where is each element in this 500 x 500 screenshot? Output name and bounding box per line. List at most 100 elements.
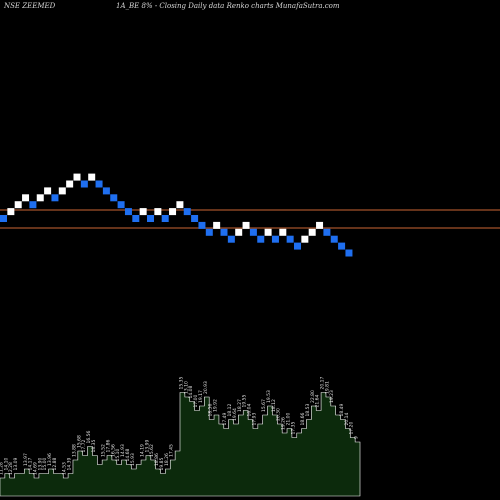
volume-label: 19.26 bbox=[281, 417, 287, 430]
renko-brick-down bbox=[147, 215, 154, 222]
renko-brick-down bbox=[338, 242, 346, 250]
volume-label: 13.90 bbox=[37, 457, 43, 470]
volume-label: 14.17 bbox=[28, 457, 34, 470]
volume-label: 16.56 bbox=[86, 430, 92, 443]
renko-brick-down bbox=[132, 215, 140, 222]
renko-brick-down bbox=[124, 208, 132, 216]
renko-brick-down bbox=[249, 228, 257, 236]
renko-brick-up bbox=[66, 180, 74, 188]
volume-label: 18.27 bbox=[237, 399, 243, 412]
volume-label: 19.23 bbox=[329, 390, 335, 403]
renko-brick-up bbox=[73, 173, 81, 181]
renko-brick-down bbox=[205, 228, 213, 236]
volume-label: 22.80 bbox=[310, 390, 316, 403]
renko-brick-up bbox=[235, 228, 243, 236]
volume-label: 14.10 bbox=[3, 457, 9, 470]
renko-bricks bbox=[0, 173, 353, 257]
volume-label: 13.09 bbox=[13, 457, 19, 470]
renko-brick-up bbox=[316, 221, 324, 229]
volume-label: 18.66 bbox=[300, 412, 306, 425]
volume-label: 18.86 bbox=[154, 453, 160, 466]
renko-brick-up bbox=[44, 187, 52, 195]
renko-brick-up bbox=[58, 187, 66, 195]
renko-brick-down bbox=[257, 235, 265, 243]
volume-label: 20.30 bbox=[276, 408, 282, 421]
renko-brick-down bbox=[29, 201, 37, 209]
volume-label: 15.10 bbox=[115, 448, 121, 461]
renko-brick-down bbox=[271, 235, 279, 243]
renko-brick-down bbox=[198, 221, 206, 229]
renko-brick-up bbox=[213, 221, 221, 229]
renko-brick-up bbox=[139, 208, 147, 216]
volume-label: 17.93 bbox=[251, 412, 257, 425]
renko-brick-down bbox=[110, 194, 118, 202]
renko-brick-down bbox=[330, 235, 338, 243]
volume-label: 14.69 bbox=[32, 462, 38, 475]
volume-label: 18.56 bbox=[208, 403, 214, 416]
volume-label: 19.55 bbox=[242, 394, 248, 407]
renko-brick-up bbox=[22, 194, 30, 202]
volume-label: 18.35 bbox=[91, 439, 97, 452]
renko-brick-up bbox=[279, 228, 287, 236]
volume-label: 16.56 bbox=[110, 444, 116, 457]
volume-label: 19.85 bbox=[159, 457, 165, 470]
reference-lines bbox=[0, 209, 500, 229]
volume-label: 19.17 bbox=[198, 390, 204, 403]
volume-label: 15.52 bbox=[101, 444, 107, 457]
renko-brick-up bbox=[154, 208, 162, 216]
volume-label: 21.64 bbox=[315, 394, 321, 407]
volume-label: 21.00 bbox=[285, 412, 291, 425]
volume-label: 15.00 bbox=[42, 457, 48, 470]
volume-label: 14.19 bbox=[140, 444, 146, 457]
volume-label: 13.97 bbox=[23, 453, 29, 466]
volume-label: 19.81 bbox=[324, 381, 330, 394]
volume-label: 15.93 bbox=[130, 453, 136, 466]
renko-brick-down bbox=[220, 228, 228, 236]
volume-area bbox=[0, 392, 361, 497]
renko-brick-down bbox=[51, 194, 59, 202]
volume-label: 18.49 bbox=[339, 403, 345, 416]
volume-label: 15.68 bbox=[76, 435, 82, 448]
volume-labels: 11.28 14.10 12.28 13.09 13.97 14.17 14.69 13.90… bbox=[0, 376, 360, 475]
volume-label: 12.28 bbox=[8, 462, 14, 475]
renko-brick-down bbox=[227, 235, 235, 243]
renko-brick-down bbox=[191, 215, 199, 222]
renko-brick-down bbox=[80, 180, 88, 188]
renko-brick-up bbox=[169, 208, 177, 216]
chart-header-symbol: NSE ZEEMED bbox=[4, 2, 56, 10]
volume-label: 14.68 bbox=[125, 448, 131, 461]
renko-brick-down bbox=[0, 215, 7, 222]
volume-label: 18.53 bbox=[305, 403, 311, 416]
volume-label: 17.35 bbox=[290, 421, 296, 434]
renko-brick-down bbox=[323, 228, 331, 236]
volume-label: 20.14 bbox=[344, 412, 350, 425]
renko-brick-up bbox=[308, 228, 316, 236]
renko-brick-down bbox=[117, 201, 125, 209]
volume-label: 18.12 bbox=[271, 399, 277, 412]
renko-brick-up bbox=[14, 201, 22, 209]
volume-label: 13.96 bbox=[47, 453, 53, 466]
renko-brick-up bbox=[242, 221, 250, 229]
volume-label: 17.00 bbox=[193, 394, 199, 407]
renko-brick-up bbox=[88, 173, 96, 181]
volume-label: 12.88 bbox=[52, 457, 58, 470]
volume-label: 14.39 bbox=[67, 457, 73, 470]
volume-label: 15.67 bbox=[261, 399, 267, 412]
volume-label: 16.04 bbox=[247, 403, 253, 416]
renko-brick-down bbox=[286, 235, 294, 243]
renko-brick-down bbox=[95, 180, 103, 188]
volume-label: 14.53 bbox=[62, 462, 68, 475]
volume-label: 13.88 bbox=[71, 444, 77, 457]
volume-label: 14.93 bbox=[120, 444, 126, 457]
volume-label: 11.28 bbox=[0, 462, 4, 475]
volume-label: 18.26 bbox=[164, 453, 170, 466]
volume-label: 17.45 bbox=[169, 444, 175, 457]
volume-label: 17.49 bbox=[222, 412, 228, 425]
renko-brick-down bbox=[294, 242, 301, 250]
volume-label: 18.12 bbox=[227, 403, 233, 416]
volume-label: 9 bbox=[354, 436, 360, 439]
volume-label: 20.17 bbox=[320, 376, 326, 389]
volume-panel bbox=[0, 392, 361, 497]
